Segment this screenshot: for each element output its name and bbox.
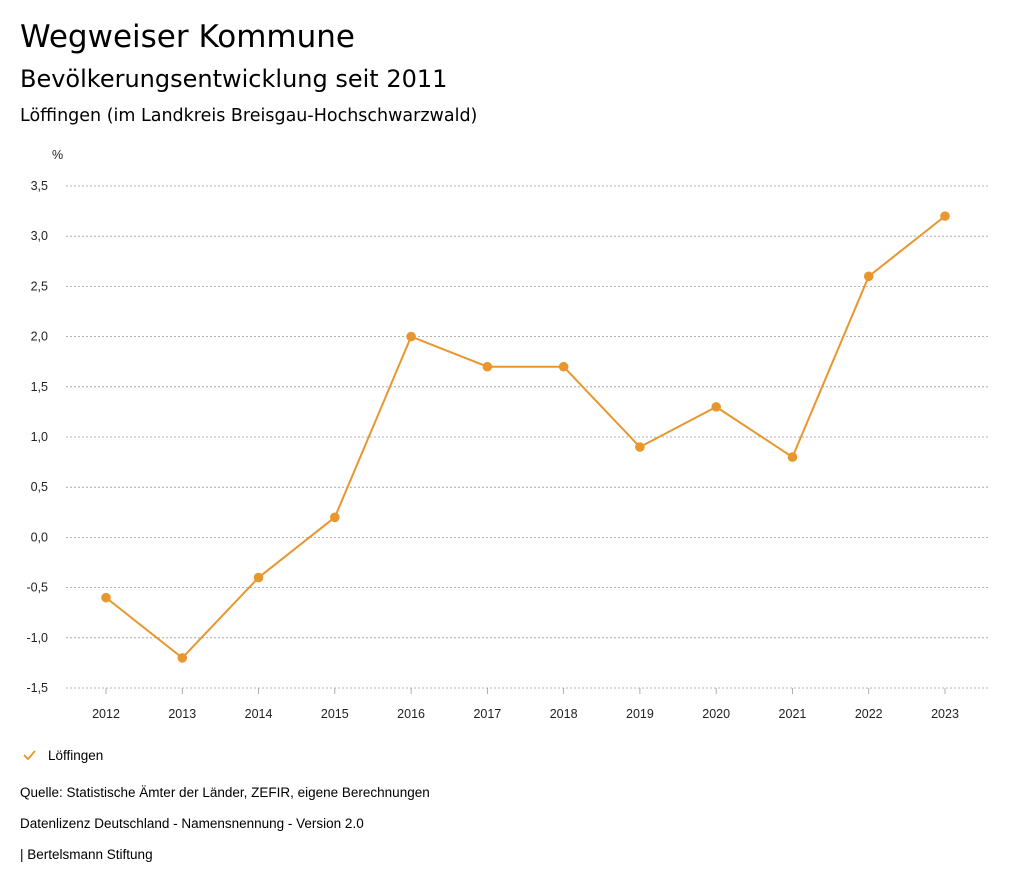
y-tick-label: -0,5 [26, 581, 48, 595]
data-point [406, 331, 416, 342]
data-point [711, 402, 721, 412]
license-note: Datenlizenz Deutschland - Namensnennung … [20, 816, 364, 831]
y-tick-label: -1,5 [26, 681, 48, 695]
data-point [177, 653, 188, 663]
x-tick-label: 2016 [397, 707, 425, 721]
series-line [105, 215, 946, 659]
data-point [482, 361, 493, 372]
x-tick-label: 2017 [473, 707, 501, 721]
line-chart: % 3,5 3,0 2,5 2,0 1,5 1,0 0,5 0,0 -0,5 -1,0 -1,5 2… [26, 148, 990, 721]
y-tick-label: 1,0 [31, 430, 48, 444]
x-tick-label: 2023 [931, 707, 959, 721]
source-note: Quelle: Statistische Ämter der Länder, Z… [20, 785, 430, 800]
y-tick-label: 2,0 [31, 330, 48, 344]
y-tick-label: 0,0 [31, 530, 48, 544]
gridlines [66, 185, 990, 689]
x-tick-label: 2020 [702, 707, 730, 721]
data-point [940, 211, 950, 221]
y-tick-label: 0,5 [31, 480, 48, 494]
data-point [558, 361, 569, 372]
x-tick-label: 2021 [779, 707, 807, 721]
page-title: Wegweiser Kommune [20, 19, 355, 55]
series-loeffingen [101, 211, 950, 663]
y-tick-label: 3,5 [31, 179, 48, 193]
publisher-note: | Bertelsmann Stiftung [20, 847, 153, 862]
region-label: Löffingen (im Landkreis Breisgau-Hochsch… [20, 106, 478, 126]
legend-check-icon [23, 750, 36, 761]
x-tick-label: 2014 [245, 707, 273, 721]
legend-label: Löffingen [48, 747, 104, 763]
data-point [101, 592, 111, 603]
legend[interactable]: Löffingen [22, 744, 103, 766]
y-tick-label: 2,5 [31, 279, 48, 293]
x-tick-label: 2019 [626, 707, 654, 721]
x-tick-label: 2012 [92, 707, 120, 721]
x-tick-label: 2013 [168, 707, 196, 721]
data-point [863, 271, 874, 282]
x-tick-label: 2015 [321, 707, 349, 721]
x-tick-label: 2018 [550, 707, 578, 721]
x-axis-ticks: 2012 2013 2014 2015 2016 2017 2018 2019 2020 2021… [92, 688, 959, 721]
x-tick-label: 2022 [855, 707, 883, 721]
data-point [635, 442, 645, 452]
y-axis-unit: % [52, 148, 63, 162]
y-tick-label: -1,0 [26, 631, 48, 645]
y-tick-label: 3,0 [31, 229, 48, 243]
y-axis-ticks: 3,5 3,0 2,5 2,0 1,5 1,0 0,5 0,0 -0,5 -1,0 -1,5 [26, 179, 48, 695]
data-point [253, 572, 264, 583]
chart-subtitle: Bevölkerungsentwicklung seit 2011 [20, 65, 448, 93]
y-tick-label: 1,5 [31, 380, 48, 394]
data-point [787, 452, 798, 462]
data-point [330, 512, 340, 523]
